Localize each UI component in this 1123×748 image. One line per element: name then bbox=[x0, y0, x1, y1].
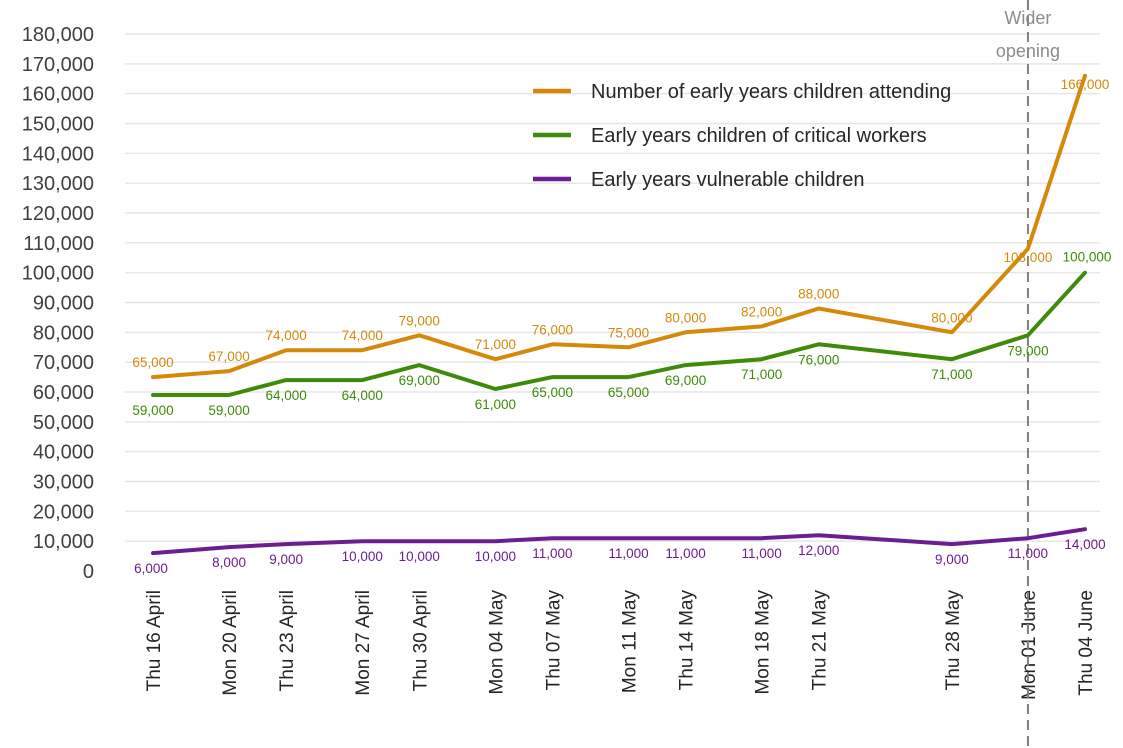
x-tick-label: Mon 04 May bbox=[486, 590, 507, 695]
x-tick-label: Thu 28 May bbox=[943, 590, 964, 691]
data-label: 69,000 bbox=[399, 373, 440, 388]
data-label: 61,000 bbox=[475, 397, 516, 412]
data-label: 76,000 bbox=[798, 352, 839, 367]
data-label: 100,000 bbox=[1063, 250, 1112, 265]
annotation-text: opening bbox=[996, 41, 1060, 61]
data-label: 88,000 bbox=[798, 286, 839, 301]
data-label: 67,000 bbox=[208, 349, 249, 364]
y-tick-label: 20,000 bbox=[33, 501, 94, 523]
y-tick-label: 120,000 bbox=[22, 203, 94, 225]
x-tick-label: Thu 30 April bbox=[410, 590, 431, 691]
x-tick-label: Mon 27 April bbox=[353, 590, 374, 696]
y-tick-label: 110,000 bbox=[23, 233, 94, 255]
data-label: 76,000 bbox=[532, 322, 573, 337]
y-tick-label: 80,000 bbox=[33, 322, 94, 344]
data-label: 82,000 bbox=[741, 304, 782, 319]
y-tick-label: 150,000 bbox=[22, 114, 94, 136]
legend-label: Early years children of critical workers bbox=[591, 125, 927, 147]
data-label: 79,000 bbox=[399, 313, 440, 328]
data-label: 11,000 bbox=[1008, 546, 1048, 561]
y-tick-label: 160,000 bbox=[22, 84, 94, 106]
data-label: 74,000 bbox=[265, 328, 306, 343]
data-label: 8,000 bbox=[212, 555, 246, 570]
y-tick-label: 60,000 bbox=[33, 382, 94, 404]
data-label: 80,000 bbox=[931, 310, 972, 325]
series-line bbox=[151, 73, 1087, 380]
y-tick-label: 130,000 bbox=[22, 173, 94, 195]
legend-label: Early years vulnerable children bbox=[591, 169, 864, 191]
x-tick-label: Thu 04 June bbox=[1076, 590, 1097, 696]
data-label: 6,000 bbox=[134, 561, 168, 576]
data-label: 69,000 bbox=[665, 373, 706, 388]
data-label: 10,000 bbox=[399, 549, 440, 564]
data-label: 166,000 bbox=[1061, 77, 1110, 92]
data-label: 71,000 bbox=[475, 337, 516, 352]
data-label: 11,000 bbox=[742, 546, 782, 561]
y-tick-label: 170,000 bbox=[22, 54, 94, 76]
y-tick-label: 0 bbox=[83, 561, 94, 583]
y-tick-label: 100,000 bbox=[22, 263, 94, 285]
x-tick-label: Thu 14 May bbox=[677, 590, 698, 691]
data-label: 14,000 bbox=[1064, 537, 1105, 552]
data-label: 59,000 bbox=[132, 403, 173, 418]
x-tick-label: Thu 07 May bbox=[543, 590, 564, 691]
data-label: 74,000 bbox=[342, 328, 383, 343]
wider-opening-annotation: Wider opening bbox=[996, 0, 1060, 748]
data-label: 108,000 bbox=[1004, 250, 1053, 265]
legend-label: Number of early years children attending bbox=[591, 81, 951, 103]
data-label: 65,000 bbox=[532, 385, 573, 400]
data-label: 71,000 bbox=[931, 367, 972, 382]
y-tick-label: 180,000 bbox=[22, 24, 94, 46]
y-tick-label: 40,000 bbox=[33, 442, 94, 464]
data-label: 59,000 bbox=[208, 403, 249, 418]
data-label: 10,000 bbox=[475, 549, 516, 564]
x-tick-label: Mon 18 May bbox=[753, 590, 774, 695]
data-label: 64,000 bbox=[342, 388, 383, 403]
data-label: 9,000 bbox=[269, 552, 303, 567]
y-tick-label: 10,000 bbox=[33, 531, 94, 553]
legend: Number of early years children attending… bbox=[533, 81, 951, 191]
data-label: 64,000 bbox=[265, 388, 306, 403]
data-label: 10,000 bbox=[342, 549, 383, 564]
data-label: 11,000 bbox=[608, 546, 648, 561]
x-tick-label: Thu 16 April bbox=[144, 590, 165, 691]
x-tick-label: Mon 01 June bbox=[1019, 590, 1040, 700]
y-tick-label: 70,000 bbox=[33, 352, 94, 374]
x-tick-label: Thu 21 May bbox=[810, 590, 831, 691]
data-label: 11,000 bbox=[665, 546, 705, 561]
x-axis-ticks: Thu 16 April Mon 20 April Thu 23 April Mon … bbox=[144, 590, 1097, 700]
annotation-text: Wider bbox=[1004, 8, 1051, 28]
data-label: 9,000 bbox=[935, 552, 969, 567]
series-line bbox=[151, 527, 1087, 556]
data-label: 65,000 bbox=[608, 385, 649, 400]
data-label: 79,000 bbox=[1007, 343, 1048, 358]
x-tick-label: Mon 20 April bbox=[220, 590, 241, 696]
y-axis-ticks: 0 10,000 20,000 30,000 40,000 50,000 60,000 70,… bbox=[22, 24, 94, 583]
data-label: 80,000 bbox=[665, 310, 706, 325]
data-label: 12,000 bbox=[798, 543, 839, 558]
x-tick-label: Mon 11 May bbox=[620, 590, 641, 694]
y-tick-label: 50,000 bbox=[33, 412, 94, 434]
x-tick-label: Thu 23 April bbox=[277, 590, 298, 691]
y-tick-label: 30,000 bbox=[33, 472, 94, 494]
data-label: 11,000 bbox=[532, 546, 572, 561]
y-tick-label: 90,000 bbox=[33, 293, 94, 315]
series-line bbox=[151, 270, 1087, 397]
data-label: 71,000 bbox=[741, 367, 782, 382]
y-tick-label: 140,000 bbox=[22, 143, 94, 165]
data-label: 75,000 bbox=[608, 325, 649, 340]
series-lines bbox=[151, 73, 1087, 556]
data-labels: 65,000 67,000 74,000 74,000 79,000 71,000 76,0… bbox=[132, 77, 1111, 576]
data-label: 65,000 bbox=[132, 355, 173, 370]
gridlines bbox=[125, 33, 1100, 542]
